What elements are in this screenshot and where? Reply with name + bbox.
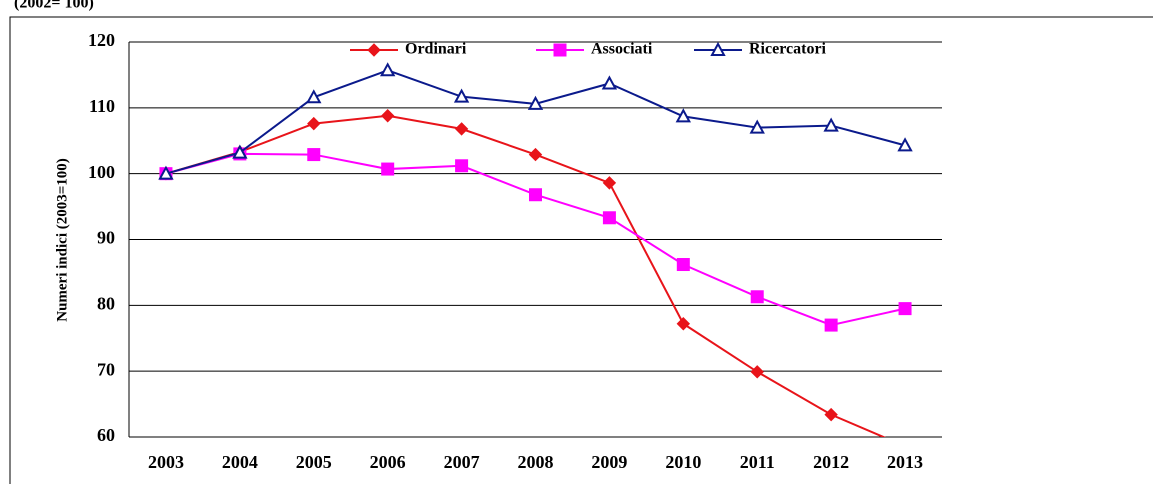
x-tick-label: 2012: [813, 452, 849, 472]
data-point: [454, 122, 469, 136]
data-point: [453, 88, 470, 103]
y-tick-label: 90: [97, 228, 115, 248]
x-tick-label: 2009: [591, 452, 627, 472]
legend-label: Ricercatori: [749, 41, 827, 58]
data-point: [675, 108, 692, 123]
data-point: [306, 89, 322, 104]
data-point: [381, 162, 395, 176]
chart-title: (2002= 100): [14, 0, 94, 12]
legend-marker: [553, 43, 567, 57]
data-point: [379, 62, 396, 77]
x-tick-label: 2003: [148, 452, 184, 472]
y-tick-label: 110: [89, 96, 115, 116]
data-point: [602, 176, 617, 190]
data-point: [750, 365, 764, 379]
x-tick-label: 2008: [518, 452, 554, 472]
data-point: [749, 119, 765, 134]
data-point: [823, 117, 839, 132]
series-line: [165, 114, 887, 437]
data-point: [897, 137, 913, 152]
legend-marker: [710, 41, 726, 56]
data-point: [527, 95, 544, 110]
plot-area: [158, 62, 913, 437]
data-point: [824, 407, 838, 422]
y-tick-label: 70: [97, 359, 115, 379]
data-point: [380, 109, 395, 123]
x-tick-label: 2004: [222, 452, 258, 472]
x-tick-label: 2011: [740, 452, 775, 472]
frame: [9, 16, 1153, 484]
data-point: [750, 290, 764, 304]
y-axis-title: Numeri indici (2003=100): [54, 158, 70, 322]
data-point: [158, 165, 174, 180]
data-point: [307, 148, 321, 162]
data-point: [601, 75, 618, 90]
legend-label: Ordinari: [405, 41, 467, 58]
data-point: [307, 116, 321, 131]
y-tick-label: 100: [88, 162, 115, 182]
data-point: [455, 159, 469, 173]
data-point: [529, 188, 542, 202]
x-tick-label: 2007: [444, 452, 480, 472]
data-point: [528, 147, 543, 162]
y-tick-label: 60: [97, 425, 115, 445]
data-point: [602, 211, 616, 225]
y-tick-label: 120: [88, 30, 115, 50]
y-tick-label: 80: [97, 293, 115, 313]
x-tick-label: 2010: [665, 452, 701, 472]
data-point: [824, 318, 838, 332]
data-point: [232, 144, 248, 159]
data-point: [676, 258, 690, 272]
x-tick-label: 2013: [887, 452, 923, 472]
data-point: [676, 317, 691, 331]
x-tick-label: 2005: [296, 452, 332, 472]
data-point: [898, 302, 912, 316]
legend-label: Associati: [591, 41, 653, 58]
legend-marker: [367, 43, 381, 57]
x-tick-label: 2006: [370, 452, 406, 472]
